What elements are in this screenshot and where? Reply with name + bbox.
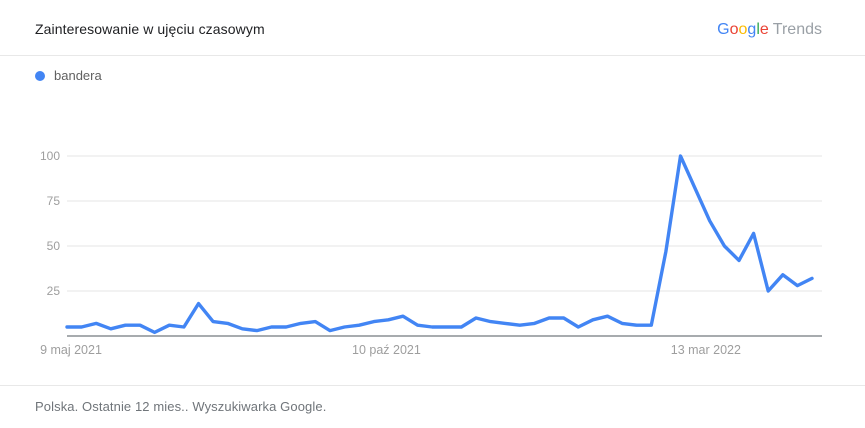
- google-logo-letter: e: [759, 21, 769, 38]
- google-logo-letter: o: [738, 21, 748, 38]
- legend-dot-icon: [35, 70, 45, 81]
- y-axis-label: 75: [46, 194, 60, 208]
- google-logo-letters: Google: [717, 21, 769, 38]
- google-logo-letter: G: [717, 21, 730, 38]
- trends-logo-text: Trends: [772, 21, 822, 38]
- legend-term-label: bandera: [54, 68, 102, 83]
- x-axis-label: 13 mar 2022: [670, 343, 741, 357]
- trend-line-bandera[interactable]: [65, 154, 814, 335]
- footer-scope-text: Polska. Ostatnie 12 mies.. Wyszukiwarka …: [35, 399, 327, 414]
- x-axis-label: 9 maj 2021: [40, 343, 102, 357]
- header-divider: [0, 55, 865, 56]
- x-axis-label: 10 paź 2021: [352, 343, 421, 357]
- y-axis-label: 50: [46, 239, 60, 253]
- y-axis-label: 100: [39, 149, 60, 163]
- google-logo-letter: o: [729, 21, 739, 38]
- legend: bandera: [35, 67, 102, 84]
- page-title: Zainteresowanie w ujęciu czasowym: [35, 21, 265, 37]
- footer-divider: [0, 385, 865, 386]
- google-logo-letter: l: [756, 21, 760, 38]
- google-trends-logo[interactable]: Google Trends: [717, 21, 822, 39]
- y-axis-label: 25: [46, 284, 60, 298]
- google-logo-letter: g: [747, 21, 757, 38]
